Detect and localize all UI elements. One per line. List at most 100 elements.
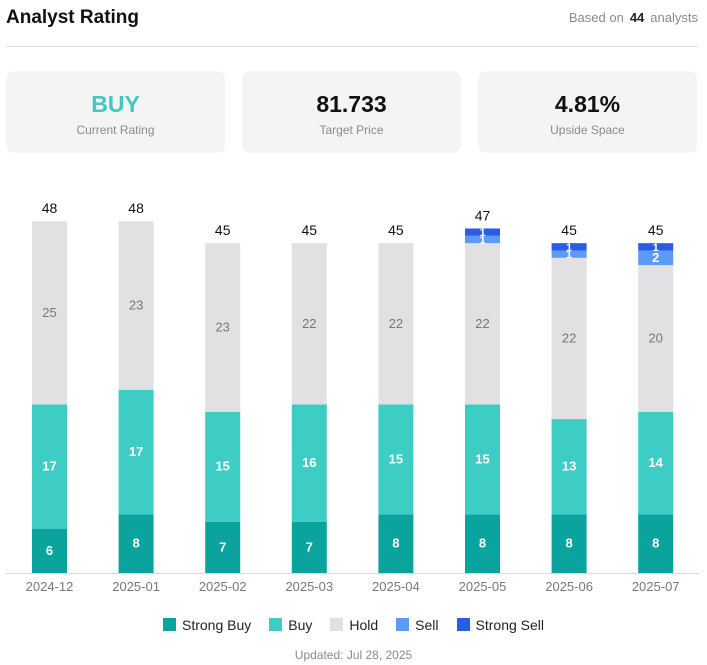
bar-segment-label: 1 — [653, 242, 659, 254]
bar-total-label: 45 — [388, 222, 404, 238]
bar-segment-hold[interactable] — [32, 221, 67, 405]
x-tick-label: 2025-06 — [545, 579, 593, 594]
bar-segment-strong-buy[interactable] — [638, 514, 674, 573]
bar-segment-buy[interactable] — [465, 404, 500, 515]
bar-segment-label: 20 — [648, 330, 662, 345]
bar-segment-label: 8 — [652, 536, 659, 551]
bar-segment-label: 15 — [215, 459, 229, 474]
bar-segment-label: 1 — [479, 234, 485, 246]
legend-item-sell[interactable]: Sell — [396, 617, 439, 633]
bar-segment-strong-buy[interactable] — [118, 514, 154, 573]
bar-segment-label: 1 — [479, 227, 485, 239]
x-tick-label: 2025-07 — [632, 579, 680, 594]
bar-segment-strong-buy[interactable] — [465, 514, 500, 573]
bar-segment-label: 13 — [562, 459, 576, 474]
x-tick-label: 2025-02 — [199, 579, 247, 594]
updated-timestamp: Updated: Jul 28, 2025 — [294, 648, 413, 662]
legend-label: Buy — [288, 617, 313, 633]
target-price-card: 81.733 Target Price — [242, 71, 461, 153]
legend-swatch — [330, 618, 344, 631]
legend-label: Sell — [415, 617, 439, 633]
legend-item-hold[interactable]: Hold — [330, 617, 378, 633]
bar-total-label: 45 — [561, 222, 577, 238]
bar-segment-strong-buy[interactable] — [378, 514, 414, 573]
chart-legend: Strong Buy Buy Hold Sell Strong Sell — [0, 617, 707, 633]
target-price-label: Target Price — [319, 123, 384, 137]
x-tick-label: 2025-01 — [112, 579, 160, 594]
bar-segment-strong-sell[interactable] — [465, 228, 500, 236]
bar-segment-label: 6 — [46, 543, 53, 558]
bar-segment-label: 23 — [129, 297, 143, 312]
x-tick-label: 2025-05 — [459, 579, 507, 594]
bar-segment-sell[interactable] — [551, 250, 587, 258]
bar-segment-buy[interactable] — [378, 404, 414, 515]
bar-segment-label: 17 — [129, 444, 143, 459]
legend-label: Strong Buy — [181, 617, 252, 633]
bar-segment-buy[interactable] — [551, 419, 587, 515]
bar-total-label: 45 — [648, 222, 664, 238]
bar-segment-label: 22 — [302, 316, 316, 331]
bar-segment-buy[interactable] — [32, 404, 67, 530]
bar-segment-strong-sell[interactable] — [551, 243, 587, 251]
bar-segment-label: 8 — [479, 536, 486, 551]
bar-segment-hold[interactable] — [378, 243, 414, 405]
bar-segment-buy[interactable] — [638, 411, 674, 515]
x-tick-label: 2025-04 — [372, 579, 420, 594]
bar-total-label: 45 — [302, 222, 318, 238]
bar-segment-label: 7 — [306, 539, 313, 554]
summary-cards: BUY Current Rating 81.733 Target Price 4… — [6, 71, 698, 153]
bar-segment-label: 1 — [566, 249, 572, 261]
bar-segment-sell[interactable] — [465, 235, 500, 244]
bar-segment-buy[interactable] — [118, 389, 154, 515]
page-title: Analyst Rating — [6, 7, 140, 28]
bar-total-label: 47 — [475, 207, 491, 223]
bar-segment-hold[interactable] — [118, 221, 154, 390]
legend-swatch — [396, 618, 410, 631]
bar-segment-label: 2 — [652, 250, 659, 265]
bar-segment-hold[interactable] — [465, 243, 500, 405]
bar-segment-label: 8 — [392, 536, 399, 551]
bar-segment-strong-buy[interactable] — [291, 521, 327, 573]
bar-segment-buy[interactable] — [291, 404, 327, 522]
analyst-rating-chart: 61725482024-1281723482025-0171523452025-… — [6, 200, 699, 594]
bar-total-label: 45 — [215, 222, 231, 238]
bar-segment-strong-buy[interactable] — [32, 529, 67, 573]
legend-item-buy[interactable]: Buy — [269, 617, 312, 633]
analyst-count: 44 — [629, 10, 645, 25]
bar-segment-hold[interactable] — [551, 257, 587, 420]
based-on-label: Based on — [568, 10, 624, 25]
bar-segment-label: 22 — [562, 330, 576, 345]
bar-segment-label: 23 — [215, 319, 229, 334]
legend-label: Hold — [349, 617, 379, 633]
bar-segment-hold[interactable] — [205, 243, 241, 412]
bar-segment-strong-sell[interactable] — [638, 243, 674, 251]
bar-segment-label: 17 — [42, 459, 56, 474]
bar-segment-buy[interactable] — [205, 411, 241, 522]
bar-segment-label: 8 — [132, 536, 139, 551]
current-rating-card: BUY Current Rating — [6, 71, 225, 153]
legend-label: Strong Sell — [475, 617, 545, 633]
bar-total-label: 48 — [42, 200, 58, 216]
legend-item-strong-buy[interactable]: Strong Buy — [162, 617, 252, 633]
legend-item-strong-sell[interactable]: Strong Sell — [456, 617, 545, 633]
bar-segment-label: 15 — [389, 451, 403, 466]
header: Analyst Rating Based on 44 analysts — [6, 0, 698, 47]
x-tick-label: 2025-03 — [285, 579, 333, 594]
bar-segment-label: 16 — [302, 455, 316, 470]
bar-segment-label: 8 — [565, 536, 572, 551]
bar-segment-hold[interactable] — [638, 265, 674, 412]
upside-space-label: Upside Space — [550, 123, 625, 137]
bar-segment-label: 14 — [648, 455, 663, 470]
legend-swatch — [162, 618, 176, 631]
bar-segment-label: 1 — [566, 242, 572, 254]
upside-space-card: 4.81% Upside Space — [478, 71, 697, 153]
bar-segment-strong-buy[interactable] — [205, 521, 241, 573]
bar-segment-strong-buy[interactable] — [551, 514, 587, 573]
bar-segment-sell[interactable] — [638, 250, 674, 266]
x-tick-label: 2024-12 — [26, 579, 74, 594]
bar-segment-label: 7 — [219, 539, 226, 554]
bar-segment-hold[interactable] — [291, 243, 327, 405]
bar-segment-label: 22 — [475, 316, 489, 331]
bar-total-label: 48 — [128, 200, 144, 216]
target-price-value: 81.733 — [316, 91, 387, 117]
